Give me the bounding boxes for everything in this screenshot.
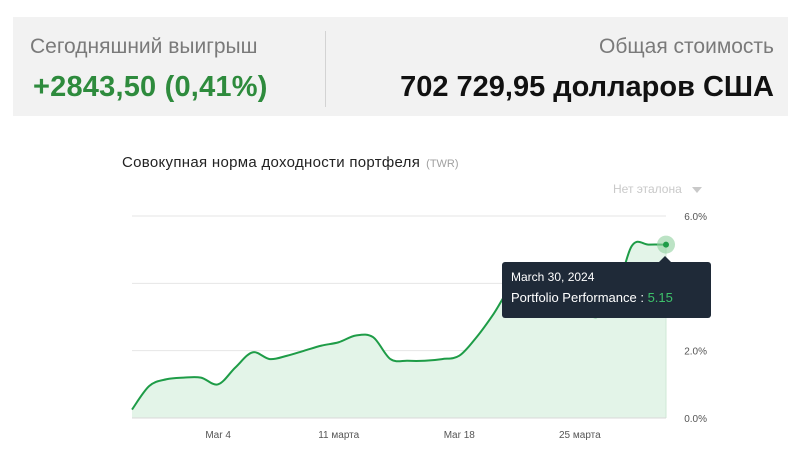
y-tick-label: 6.0% bbox=[684, 212, 707, 223]
x-tick-label: 25 марта bbox=[559, 430, 601, 441]
todays-gain-label: Сегодняшний выигрыш bbox=[30, 35, 258, 58]
portfolio-summary: Сегодняшний выигрыш +2843,50 (0,41%) Общ… bbox=[13, 17, 788, 116]
total-value-amount: 702 729,95 долларов США bbox=[400, 71, 774, 103]
y-tick-label: 2.0% bbox=[684, 347, 707, 358]
tooltip-series-label: Portfolio Performance : bbox=[511, 290, 644, 305]
x-tick-label: 11 марта bbox=[318, 430, 359, 441]
total-value-label: Общая стоимость bbox=[599, 35, 774, 58]
tooltip-date: March 30, 2024 bbox=[511, 270, 595, 284]
chevron-down-icon bbox=[691, 186, 702, 193]
chart-title: Совокупная норма доходности портфеля (TWR… bbox=[122, 154, 459, 171]
x-tick-label: Mar 4 bbox=[205, 430, 231, 441]
hover-point bbox=[663, 241, 669, 248]
summary-divider bbox=[325, 31, 326, 107]
x-tick-label: Mar 18 bbox=[444, 430, 476, 441]
tooltip-arrow bbox=[658, 256, 672, 263]
tooltip-series-value: 5.15 bbox=[647, 290, 673, 305]
benchmark-label: Нет эталона bbox=[613, 182, 682, 196]
tooltip-series-line: Portfolio Performance : 5.15 bbox=[511, 290, 673, 305]
y-tick-label: 0.0% bbox=[684, 414, 707, 425]
chart-title-text: Совокупная норма доходности портфеля bbox=[122, 154, 421, 171]
todays-gain-value: +2843,50 (0,41%) bbox=[33, 71, 268, 103]
benchmark-dropdown[interactable]: Нет эталона bbox=[613, 182, 702, 196]
chart-tooltip: March 30, 2024 Portfolio Performance : 5… bbox=[502, 262, 711, 318]
chart-title-twr: (TWR) bbox=[426, 158, 459, 170]
